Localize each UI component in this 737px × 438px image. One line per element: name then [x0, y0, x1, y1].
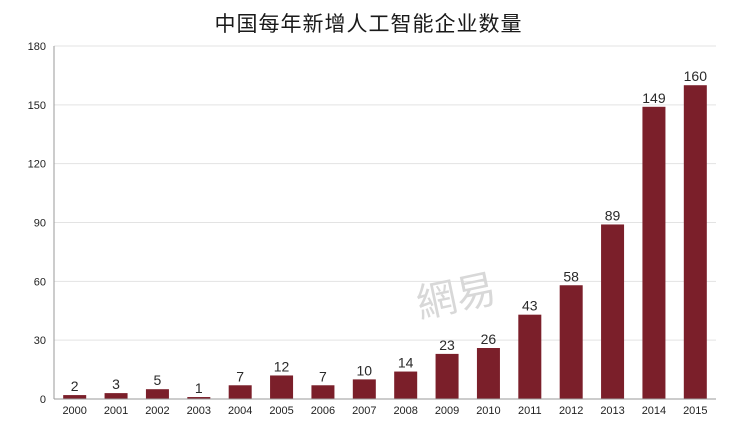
bars — [63, 85, 707, 400]
y-tick-label: 150 — [28, 100, 46, 112]
x-tick-label-2002: 2002 — [145, 405, 169, 417]
data-label-2001: 3 — [112, 376, 120, 392]
chart-title: 中国每年新增人工智能企业数量 — [214, 12, 523, 36]
x-tick-label-2005: 2005 — [269, 405, 293, 417]
bar-2015 — [683, 85, 707, 399]
data-label-2007: 10 — [357, 362, 373, 378]
data-label-2004: 7 — [236, 368, 244, 384]
y-tick-label: 180 — [28, 41, 46, 53]
bar-2014 — [642, 106, 666, 400]
x-tick-label-2004: 2004 — [228, 405, 252, 417]
bar-2012 — [559, 285, 583, 399]
x-tick-label-2007: 2007 — [352, 405, 376, 417]
x-tick-label-2006: 2006 — [311, 405, 335, 417]
bar-2009 — [435, 353, 459, 399]
data-label-2002: 5 — [154, 372, 162, 388]
y-tick-label: 0 — [40, 394, 46, 406]
y-tick-label: 90 — [34, 218, 46, 230]
x-tick-label-2010: 2010 — [476, 405, 500, 417]
data-label-2010: 26 — [481, 331, 497, 347]
data-label-2011: 43 — [522, 298, 538, 314]
gridlines — [54, 45, 716, 341]
watermark-text: 網易 — [413, 266, 501, 328]
bar-2003 — [187, 397, 211, 399]
data-label-2005: 12 — [274, 358, 290, 374]
bar-2011 — [518, 314, 542, 399]
y-tick-label: 30 — [34, 335, 46, 347]
x-tick-label-2013: 2013 — [600, 405, 624, 417]
bar-2001 — [104, 393, 128, 399]
data-label-2003: 1 — [195, 380, 203, 396]
bar-2000 — [63, 395, 87, 399]
bar-2005 — [270, 375, 294, 399]
data-label-2006: 7 — [319, 368, 327, 384]
x-tick-label-2014: 2014 — [642, 405, 666, 417]
y-tick-label: 60 — [34, 276, 46, 288]
bar-2008 — [394, 371, 418, 399]
x-tick-label-2012: 2012 — [559, 405, 583, 417]
bar-2004 — [228, 385, 252, 399]
x-tick-label-2009: 2009 — [435, 405, 459, 417]
watermark: 網易 — [413, 266, 501, 328]
data-label-2008: 14 — [398, 355, 414, 371]
x-tick-label-2008: 2008 — [393, 405, 417, 417]
bar-2007 — [352, 379, 376, 399]
data-label-2000: 2 — [71, 378, 79, 394]
y-tick-label: 120 — [28, 159, 46, 171]
data-label-2012: 58 — [563, 268, 579, 284]
x-tick-label-2015: 2015 — [683, 405, 707, 417]
data-label-2013: 89 — [605, 207, 621, 223]
x-tick-label-2011: 2011 — [518, 405, 542, 417]
data-label-2015: 160 — [684, 68, 708, 84]
bar-2002 — [145, 389, 169, 399]
bar-2010 — [476, 348, 500, 399]
data-label-2014: 149 — [642, 90, 666, 106]
bar-2013 — [601, 224, 625, 399]
x-tick-label-2003: 2003 — [187, 405, 211, 417]
data-label-2009: 23 — [439, 337, 455, 353]
axes: 0 30 60 90 120 150 180 2000 2001 2002 2003 2004 2005… — [28, 41, 716, 417]
x-tick-label-2001: 2001 — [104, 405, 128, 417]
x-tick-label-2000: 2000 — [62, 405, 86, 417]
bar-2006 — [311, 385, 335, 399]
